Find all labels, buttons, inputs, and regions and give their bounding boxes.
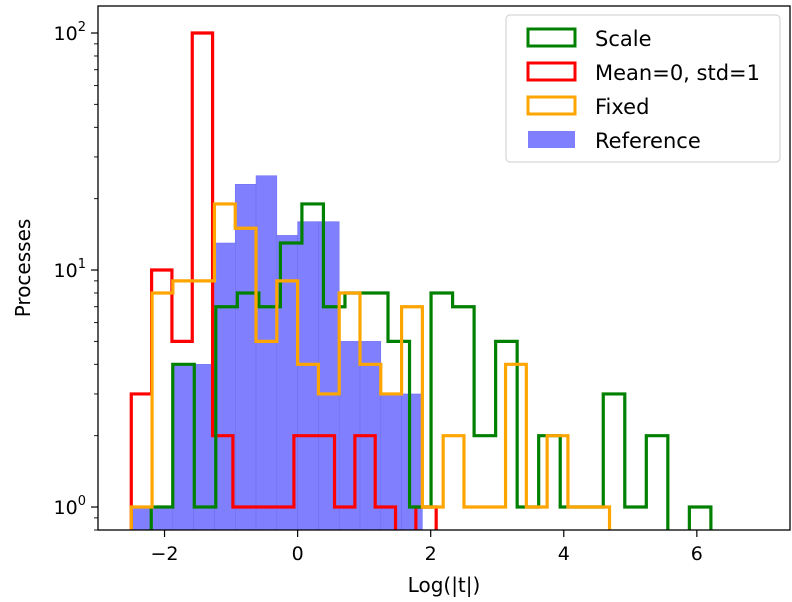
legend-label-reference: Reference: [595, 129, 701, 153]
legend-label-fixed: Fixed: [595, 95, 649, 119]
legend-label-mean0-std1: Mean=0, std=1: [595, 61, 760, 85]
y-axis-ticks: 100 101 102: [54, 20, 98, 531]
y-tick-label: 102: [54, 20, 86, 45]
fixed-step-line: [129, 202, 612, 530]
legend-box: [505, 14, 781, 163]
reference-bar: [297, 221, 319, 531]
y-tick-label: 100: [54, 494, 86, 519]
reference-bar: [234, 184, 257, 531]
x-axis-label: Log(|t|): [408, 573, 481, 597]
reference-bars: [131, 175, 423, 531]
legend-swatch-mean0-std1: [526, 61, 577, 82]
x-tick-label: 0: [292, 543, 304, 565]
legend-swatch-fixed: [526, 95, 577, 116]
x-tick-label: 4: [558, 543, 570, 565]
reference-bar: [172, 364, 194, 531]
reference-bar: [131, 506, 153, 531]
scale-step-line: [149, 202, 713, 530]
x-tick-label: 6: [691, 543, 703, 565]
reference-bar: [255, 175, 278, 531]
reference-bar: [151, 506, 174, 531]
legend: Scale Mean=0, std=1 Fixed Reference: [505, 14, 781, 163]
x-axis-ticks: −2 0 2 4 6: [151, 530, 703, 565]
legend-label-scale: Scale: [595, 27, 652, 51]
y-tick-label: 101: [54, 257, 86, 282]
reference-bar: [380, 393, 402, 531]
mean-0-std-1-step-line: [129, 31, 438, 530]
legend-swatch-reference: [528, 131, 575, 148]
plot-frame: [97, 5, 791, 531]
x-tick-label: 2: [425, 543, 437, 565]
legend-swatch-scale: [526, 27, 577, 48]
y-axis-label: Processes: [11, 219, 35, 318]
x-tick-label: −2: [151, 543, 179, 565]
reference-bar: [401, 393, 423, 531]
step-series: [129, 31, 713, 530]
